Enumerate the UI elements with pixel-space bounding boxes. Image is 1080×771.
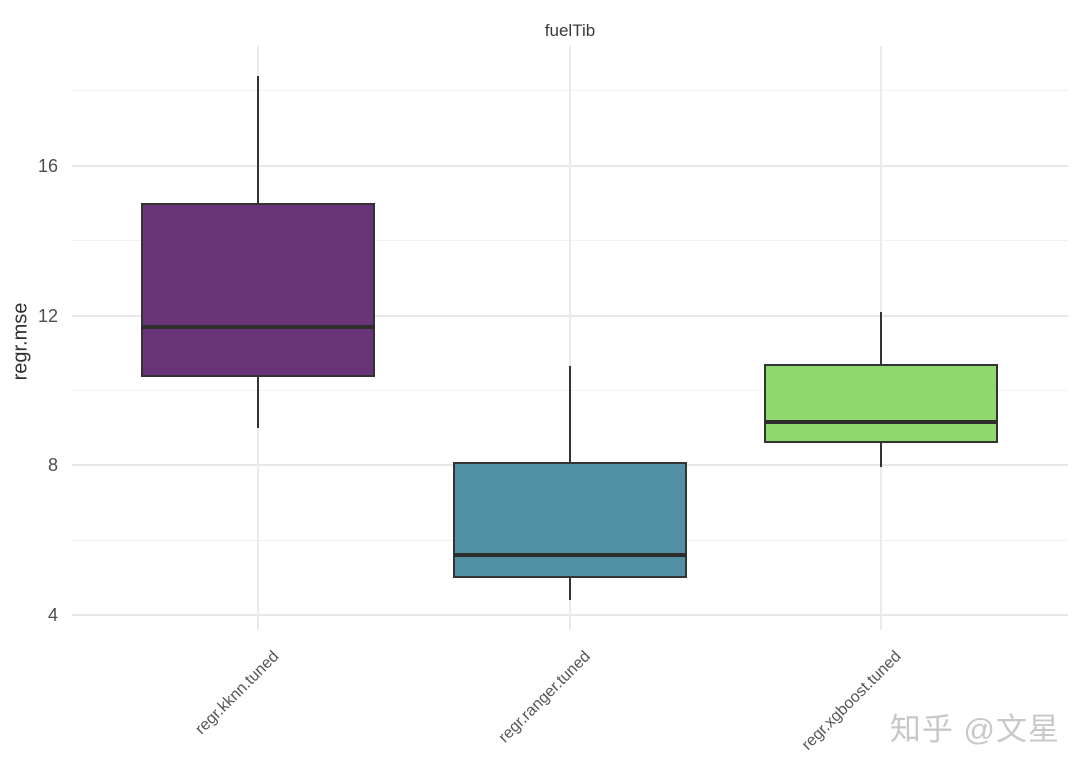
watermark-text: 知乎 @文星 [889,712,1060,747]
gridline-vertical [569,46,571,630]
plot-title: fuelTib [544,21,596,40]
x-axis-label: regr.ranger.tuned [495,648,595,747]
y-tick-label: 4 [47,605,58,626]
boxplot-box-kknn [141,203,375,378]
x-axis-label: regr.kknn.tuned [192,648,283,739]
y-tick-label: 8 [47,455,58,476]
plot-panel [72,46,1068,630]
y-tick-label: 12 [37,305,58,326]
boxplot-median-xgboost [764,420,998,425]
boxplot-box-ranger [453,461,687,578]
boxplot-box-xgboost [764,364,998,443]
boxplot-median-ranger [453,553,687,558]
boxplot-median-kknn [141,324,375,329]
y-axis-tick-labels: 4 8 12 16 [0,46,58,630]
y-tick-label: 16 [37,155,58,176]
